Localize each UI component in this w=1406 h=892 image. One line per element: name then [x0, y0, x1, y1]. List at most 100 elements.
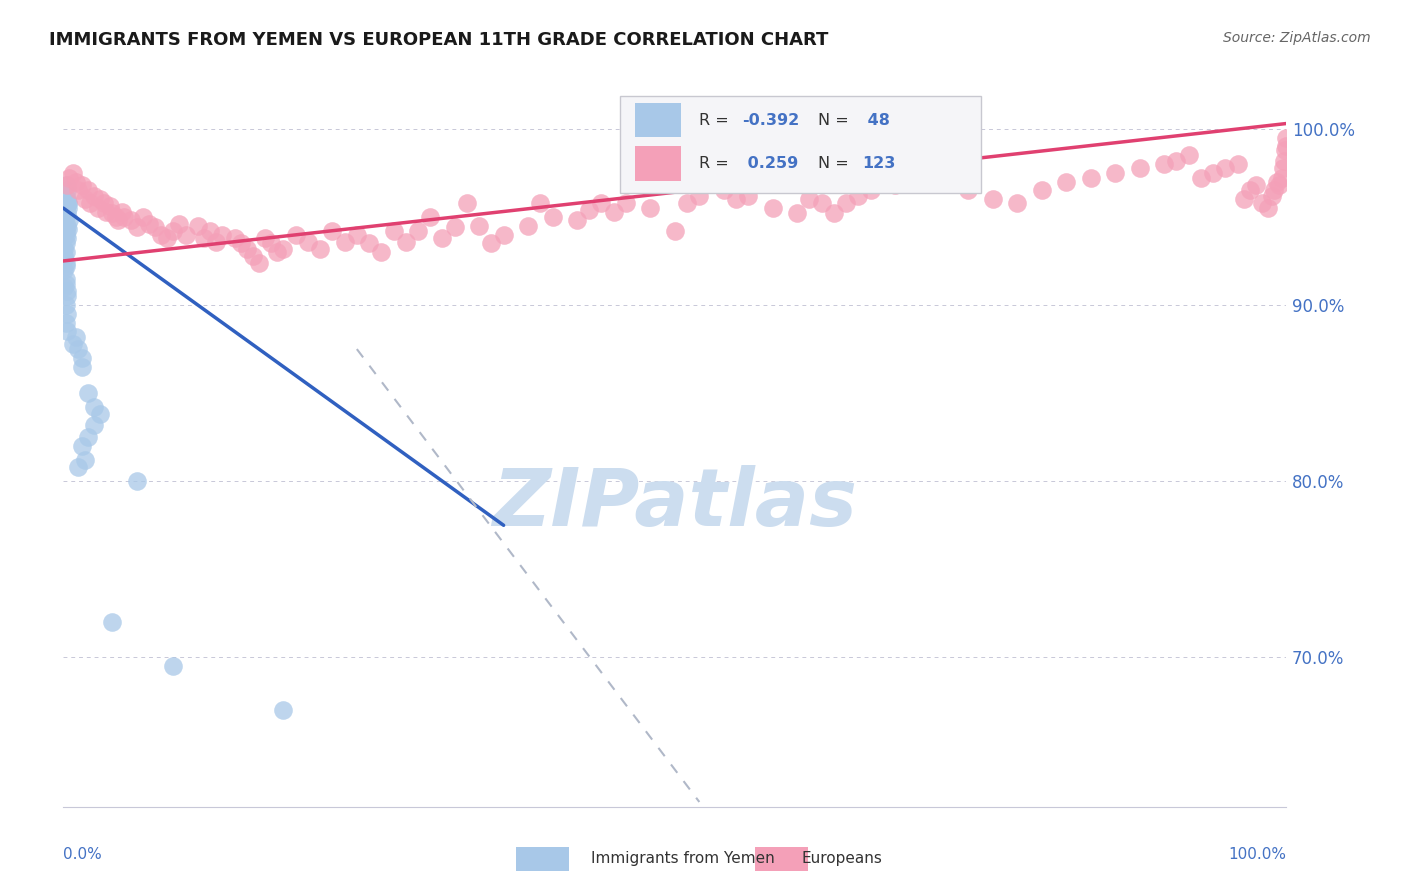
Point — [1274, 143, 1296, 157]
Point — [254, 231, 277, 245]
Point — [89, 407, 111, 421]
Point — [56, 219, 79, 233]
Point — [688, 188, 710, 202]
Point — [1261, 188, 1284, 202]
Point — [56, 222, 79, 236]
Point — [1244, 178, 1267, 193]
Point — [713, 184, 735, 198]
Point — [266, 245, 288, 260]
Point — [260, 236, 283, 251]
Text: 0.259: 0.259 — [742, 156, 799, 171]
Point — [53, 280, 76, 294]
Point — [56, 231, 79, 245]
Point — [198, 224, 221, 238]
Point — [132, 210, 155, 224]
Point — [1104, 166, 1126, 180]
Point — [89, 192, 111, 206]
Point — [382, 224, 405, 238]
Point — [56, 289, 79, 303]
Text: Immigrants from Yemen: Immigrants from Yemen — [591, 851, 775, 865]
Point — [169, 217, 191, 231]
Point — [93, 195, 115, 210]
Point — [56, 201, 79, 215]
FancyBboxPatch shape — [634, 146, 681, 181]
Point — [55, 316, 77, 330]
Point — [395, 235, 418, 249]
Point — [101, 206, 124, 220]
Point — [1233, 192, 1256, 206]
Point — [62, 336, 84, 351]
Text: Europeans: Europeans — [801, 851, 883, 865]
Point — [193, 231, 215, 245]
Point — [676, 195, 699, 210]
Text: Source: ZipAtlas.com: Source: ZipAtlas.com — [1223, 31, 1371, 45]
Point — [76, 184, 98, 198]
Point — [346, 227, 368, 242]
Point — [76, 430, 98, 444]
Point — [700, 175, 723, 189]
Text: 100.0%: 100.0% — [1229, 847, 1286, 862]
Point — [242, 249, 264, 263]
Point — [443, 220, 465, 235]
Point — [162, 659, 184, 673]
Point — [419, 210, 441, 224]
Point — [150, 227, 173, 242]
Point — [62, 166, 84, 180]
Point — [53, 242, 76, 256]
Point — [94, 204, 117, 219]
Point — [1129, 161, 1152, 175]
Point — [640, 201, 662, 215]
Point — [273, 703, 295, 717]
Point — [1054, 175, 1077, 189]
Point — [205, 235, 228, 249]
Point — [786, 206, 808, 220]
Point — [884, 178, 907, 193]
Point — [174, 227, 197, 242]
Point — [56, 206, 79, 220]
Text: 0.0%: 0.0% — [63, 847, 103, 862]
Point — [65, 175, 87, 189]
Point — [66, 460, 89, 475]
Point — [273, 242, 295, 256]
Point — [120, 213, 142, 227]
Point — [83, 188, 105, 202]
Point — [1215, 161, 1237, 175]
Point — [83, 417, 105, 432]
Point — [481, 236, 503, 251]
Point — [1257, 201, 1279, 215]
Point — [1239, 184, 1261, 198]
Point — [125, 475, 148, 489]
Point — [143, 220, 166, 235]
Point — [70, 359, 93, 374]
Point — [591, 195, 613, 210]
Point — [1202, 166, 1225, 180]
Point — [56, 184, 79, 198]
Text: N =: N = — [818, 112, 853, 128]
Point — [1080, 171, 1102, 186]
Point — [235, 242, 259, 256]
Point — [70, 178, 93, 193]
Point — [932, 175, 955, 189]
Point — [107, 213, 129, 227]
Point — [297, 235, 319, 249]
Point — [56, 192, 79, 206]
Point — [55, 259, 77, 273]
Point — [247, 256, 270, 270]
Point — [1271, 171, 1294, 186]
Point — [957, 184, 980, 198]
Point — [1007, 195, 1029, 210]
Point — [908, 171, 931, 186]
Point — [1031, 184, 1053, 198]
Point — [835, 195, 858, 210]
Point — [55, 277, 77, 291]
Point — [86, 201, 108, 215]
Point — [284, 227, 307, 242]
Point — [229, 236, 252, 251]
Point — [55, 298, 77, 312]
Point — [70, 439, 93, 453]
Point — [56, 284, 79, 298]
Point — [468, 219, 491, 233]
Point — [66, 342, 89, 356]
Point — [762, 201, 785, 215]
Point — [541, 210, 564, 224]
